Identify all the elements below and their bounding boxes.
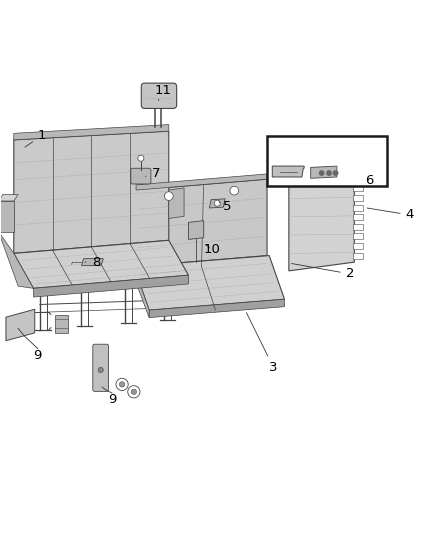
Bar: [55, 314, 68, 333]
Bar: [353, 205, 363, 211]
Circle shape: [214, 200, 220, 206]
Text: 7: 7: [145, 167, 160, 181]
Circle shape: [333, 171, 338, 175]
Polygon shape: [14, 125, 169, 140]
Circle shape: [327, 171, 331, 175]
Text: 9: 9: [108, 393, 116, 406]
FancyBboxPatch shape: [131, 168, 151, 184]
Polygon shape: [0, 195, 18, 201]
Bar: [353, 214, 363, 220]
Bar: [353, 185, 363, 191]
Text: 8: 8: [85, 256, 100, 269]
Polygon shape: [289, 149, 354, 271]
Polygon shape: [272, 166, 304, 177]
Bar: [353, 253, 363, 259]
Bar: [353, 224, 363, 230]
FancyBboxPatch shape: [141, 83, 177, 108]
Bar: [353, 176, 363, 182]
Text: 11: 11: [154, 84, 171, 101]
Text: 6: 6: [365, 174, 374, 187]
Polygon shape: [134, 256, 285, 310]
Polygon shape: [14, 131, 169, 253]
Polygon shape: [136, 179, 267, 266]
Polygon shape: [0, 201, 14, 231]
Bar: [267, 135, 387, 185]
Text: 2: 2: [292, 263, 354, 280]
Bar: [353, 166, 363, 172]
Polygon shape: [33, 275, 188, 297]
Circle shape: [164, 192, 173, 200]
Text: 4: 4: [367, 208, 414, 222]
Circle shape: [230, 186, 239, 195]
Circle shape: [138, 155, 144, 161]
Bar: [353, 195, 363, 201]
Polygon shape: [188, 221, 204, 239]
Polygon shape: [0, 231, 33, 288]
Circle shape: [116, 378, 128, 391]
Circle shape: [120, 382, 125, 387]
Polygon shape: [6, 309, 35, 341]
Text: 5: 5: [219, 200, 231, 213]
Text: 10: 10: [203, 244, 220, 256]
Polygon shape: [132, 266, 149, 318]
Text: 9: 9: [34, 349, 42, 362]
Polygon shape: [169, 188, 184, 219]
Circle shape: [98, 367, 103, 373]
Polygon shape: [289, 143, 357, 157]
Polygon shape: [136, 174, 267, 190]
Polygon shape: [209, 199, 225, 208]
Polygon shape: [14, 240, 188, 288]
Circle shape: [319, 171, 324, 175]
Polygon shape: [81, 259, 103, 265]
Polygon shape: [149, 299, 285, 318]
FancyBboxPatch shape: [93, 344, 109, 391]
Bar: [353, 243, 363, 249]
Text: 1: 1: [25, 129, 46, 147]
Bar: [353, 157, 363, 163]
Circle shape: [131, 389, 137, 394]
Polygon shape: [311, 166, 337, 179]
Text: 3: 3: [247, 313, 278, 374]
Bar: [353, 233, 363, 239]
Circle shape: [128, 386, 140, 398]
